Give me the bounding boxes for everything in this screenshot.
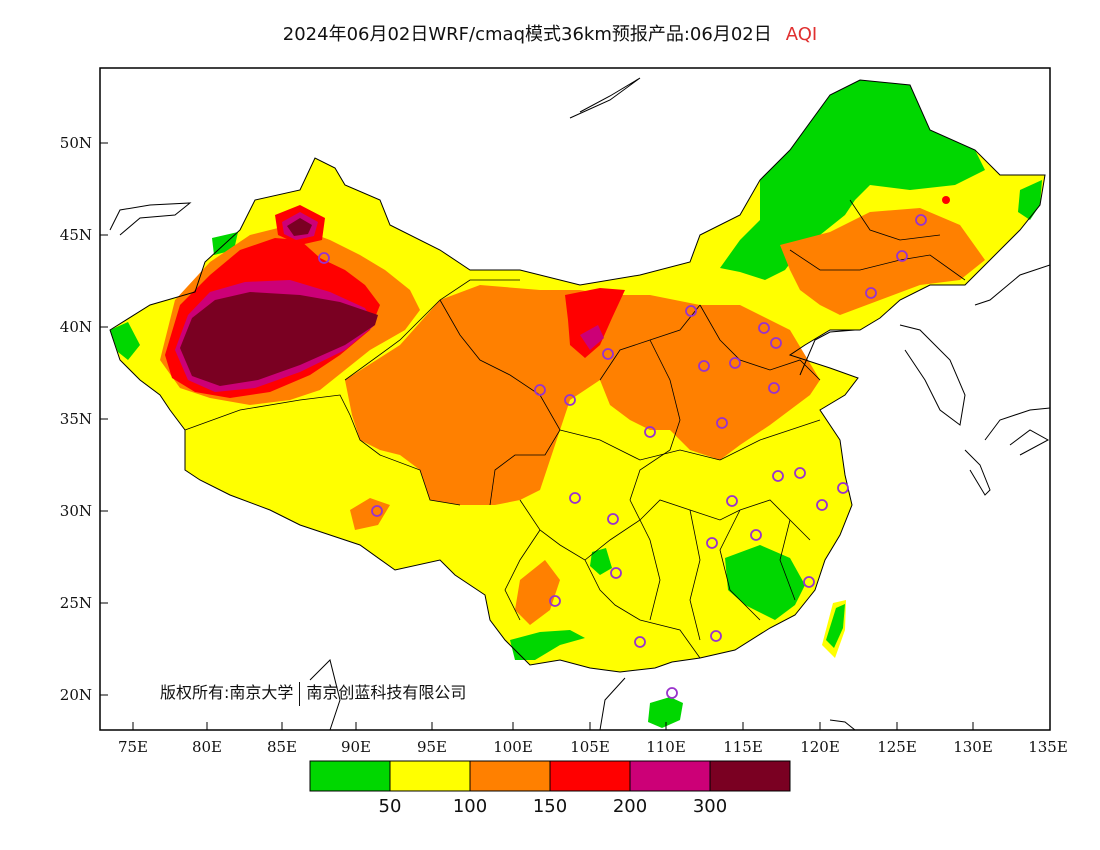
longitude-axis: 75E 80E 85E 90E 95E 100E 105E 110E 115E … bbox=[118, 722, 1068, 756]
city-marker bbox=[644, 426, 656, 438]
legend-swatch bbox=[710, 761, 790, 791]
aqi-region-green-sichuan bbox=[590, 548, 612, 575]
city-marker bbox=[685, 305, 697, 317]
legend-label: 100 bbox=[453, 796, 487, 817]
lon-label: 75E bbox=[118, 738, 148, 756]
legend-label: 150 bbox=[533, 796, 567, 817]
lat-label: 25N bbox=[60, 594, 92, 612]
copyright-company: 南京创蓝科技有限公司 bbox=[306, 683, 467, 702]
aqi-region-hainan bbox=[648, 697, 683, 728]
city-marker bbox=[816, 499, 828, 511]
lat-label: 30N bbox=[60, 502, 92, 520]
city-marker bbox=[318, 252, 330, 264]
lat-label: 50N bbox=[60, 134, 92, 152]
legend-swatch bbox=[550, 761, 630, 791]
lon-label: 100E bbox=[493, 738, 533, 756]
city-marker bbox=[564, 394, 576, 406]
lat-label: 40N bbox=[60, 318, 92, 336]
copyright-notice: 版权所有:南京大学 南京创蓝科技有限公司 bbox=[160, 679, 466, 706]
city-marker bbox=[698, 360, 710, 372]
latitude-axis: 50N 45N 40N 35N 30N 25N 20N bbox=[60, 134, 108, 704]
aqi-region-magenta-ordos bbox=[580, 325, 604, 350]
lat-label: 45N bbox=[60, 226, 92, 244]
map-title: 2024年06月02日WRF/cmaq模式36km预报产品:06月02日 AQI bbox=[0, 20, 1100, 46]
lon-label: 95E bbox=[417, 738, 447, 756]
city-marker bbox=[634, 636, 646, 648]
lon-label: 135E bbox=[1028, 738, 1068, 756]
province-borders bbox=[184, 199, 966, 659]
color-legend: 50 100 150 200 300 bbox=[309, 760, 791, 817]
aqi-region-red-ordos bbox=[565, 288, 625, 358]
lon-label: 115E bbox=[723, 738, 763, 756]
coastlines bbox=[109, 77, 1050, 730]
legend-label: 50 bbox=[379, 796, 402, 817]
aqi-region-green-guangxi bbox=[510, 630, 585, 660]
lon-label: 85E bbox=[267, 738, 297, 756]
title-product: AQI bbox=[785, 24, 818, 45]
legend-swatch bbox=[310, 761, 390, 791]
city-marker bbox=[549, 595, 561, 607]
legend-swatch bbox=[390, 761, 470, 791]
legend-swatch bbox=[470, 761, 550, 791]
city-marker bbox=[610, 567, 622, 579]
lon-label: 120E bbox=[800, 738, 840, 756]
city-marker bbox=[758, 322, 770, 334]
aqi-region-maroon bbox=[180, 292, 378, 386]
city-marker bbox=[710, 630, 722, 642]
legend-swatch bbox=[630, 761, 710, 791]
city-marker bbox=[915, 214, 927, 226]
aqi-region-orange-yunnan bbox=[515, 560, 560, 625]
aqi-region-maroon-north bbox=[287, 218, 312, 236]
aqi-region-taiwan-green bbox=[826, 604, 845, 648]
map-frame bbox=[99, 67, 1051, 731]
city-marker bbox=[569, 492, 581, 504]
city-marker bbox=[729, 357, 741, 369]
copyright-owner: 版权所有:南京大学 bbox=[160, 683, 294, 702]
copyright-separator bbox=[299, 681, 301, 706]
national-border bbox=[109, 79, 1046, 673]
city-marker bbox=[666, 687, 678, 699]
aqi-region-orange-north bbox=[780, 208, 985, 315]
lon-label: 90E bbox=[341, 738, 371, 756]
aqi-hotspot bbox=[942, 196, 950, 204]
city-marker bbox=[371, 505, 383, 517]
lon-label: 110E bbox=[646, 738, 686, 756]
city-marker bbox=[750, 529, 762, 541]
city-marker bbox=[772, 470, 784, 482]
legend-label: 300 bbox=[693, 796, 727, 817]
lon-label: 105E bbox=[570, 738, 610, 756]
title-main: 2024年06月02日WRF/cmaq模式36km预报产品:06月02日 bbox=[282, 24, 772, 45]
city-marker bbox=[534, 384, 546, 396]
aqi-region-green-northeast bbox=[720, 80, 985, 280]
aqi-region-green-fujian bbox=[725, 545, 805, 620]
lon-label: 130E bbox=[953, 738, 993, 756]
city-marker bbox=[726, 495, 738, 507]
city-marker bbox=[770, 337, 782, 349]
city-marker bbox=[803, 576, 815, 588]
aqi-region-green-west bbox=[110, 322, 140, 360]
lon-label: 125E bbox=[877, 738, 917, 756]
city-markers bbox=[318, 214, 927, 699]
city-marker bbox=[768, 382, 780, 394]
legend-label: 200 bbox=[613, 796, 647, 817]
lon-label: 80E bbox=[192, 738, 222, 756]
city-marker bbox=[896, 250, 908, 262]
map-area bbox=[100, 68, 1050, 730]
city-marker bbox=[865, 287, 877, 299]
city-marker bbox=[837, 482, 849, 494]
city-marker bbox=[607, 513, 619, 525]
lat-label: 20N bbox=[60, 686, 92, 704]
city-marker bbox=[706, 537, 718, 549]
city-marker bbox=[794, 467, 806, 479]
city-marker bbox=[716, 417, 728, 429]
lat-label: 35N bbox=[60, 410, 92, 428]
city-marker bbox=[602, 348, 614, 360]
